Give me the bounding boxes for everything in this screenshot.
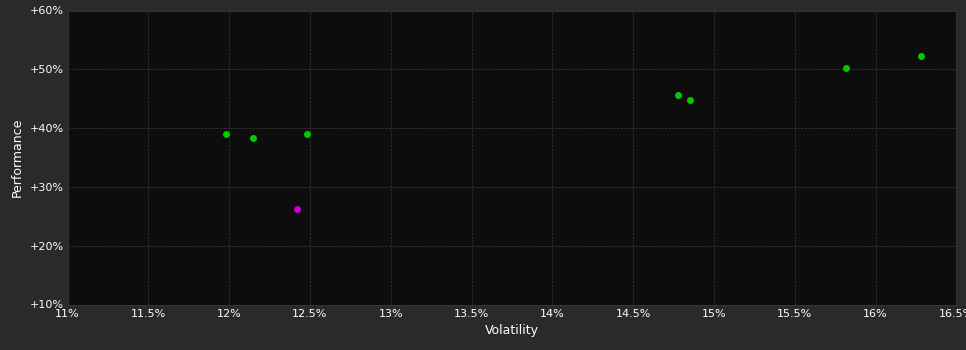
Point [299, 131, 315, 137]
X-axis label: Volatility: Volatility [485, 324, 539, 337]
Point [245, 135, 261, 141]
Point [290, 206, 305, 211]
Point [670, 92, 686, 98]
Point [838, 65, 854, 70]
Point [682, 98, 697, 103]
Y-axis label: Performance: Performance [11, 118, 24, 197]
Point [913, 53, 928, 58]
Point [218, 131, 234, 137]
